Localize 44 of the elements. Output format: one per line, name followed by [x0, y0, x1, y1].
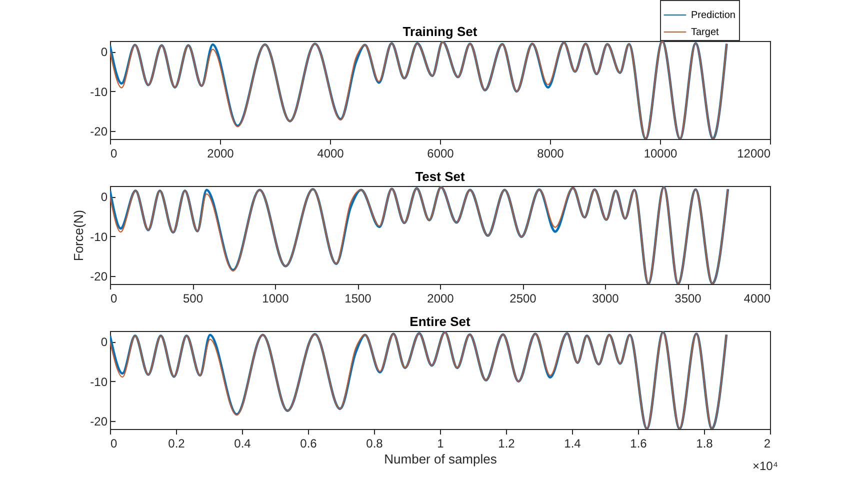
- x-tick-label: 2: [764, 436, 771, 450]
- y-tick-label: 0: [100, 45, 108, 60]
- x-tick-label: 0.8: [366, 436, 384, 450]
- x-tick-label: 1.2: [498, 436, 516, 450]
- y-tick-label: 0: [100, 335, 108, 350]
- x-tick-label: 0.6: [300, 436, 318, 450]
- x-tick-label: 6000: [427, 146, 454, 160]
- x-tick-label: 4000: [744, 292, 771, 306]
- text: ×10⁴: [752, 459, 778, 473]
- x-tick-label: 8000: [537, 146, 564, 160]
- y-tick-label: -20: [90, 270, 108, 284]
- x-tick-label: 1.8: [696, 436, 714, 450]
- x-tick-label: 0: [110, 436, 118, 450]
- y-tick-label: -10: [90, 230, 108, 244]
- x-tick-label: 0.2: [168, 436, 186, 450]
- y-tick-label: -20: [90, 124, 108, 139]
- x-tick-label: 3000: [592, 292, 620, 306]
- x-tick-label: 500: [182, 292, 204, 306]
- x-tick-label: 0: [110, 292, 118, 306]
- x-tick-label: 2000: [207, 146, 234, 160]
- chart-title: Entire Set: [410, 314, 472, 329]
- x-tick-label: 1000: [262, 292, 290, 306]
- x-tick-label: 10000: [644, 146, 678, 160]
- chart-title: Test Set: [415, 169, 466, 184]
- legend-label: Target: [691, 27, 720, 38]
- y-tick-label: -10: [90, 374, 108, 389]
- x-tick-label: 1: [437, 436, 444, 450]
- y-axis-title: Force(N): [71, 210, 86, 262]
- chart-title: Training Set: [402, 24, 478, 39]
- x-tick-label: 12000: [737, 146, 771, 160]
- x-tick-label: 1.4: [564, 436, 582, 450]
- legend-label: Prediction: [691, 10, 736, 21]
- x-axis-title: Number of samples: [384, 452, 498, 466]
- x-tick-label: 2500: [510, 292, 537, 306]
- x-tick-label: 1.6: [630, 436, 648, 450]
- x-tick-label: 3500: [674, 292, 702, 306]
- y-tick-label: -10: [90, 84, 108, 99]
- x-tick-label: 0.4: [234, 436, 252, 450]
- y-tick-label: 0: [100, 190, 108, 204]
- y-tick-label: -20: [90, 414, 108, 429]
- x-tick-label: 0: [110, 146, 118, 160]
- x-tick-label: 2000: [427, 292, 454, 306]
- x-tick-label: 4000: [317, 146, 344, 160]
- x-tick-label: 1500: [344, 292, 372, 306]
